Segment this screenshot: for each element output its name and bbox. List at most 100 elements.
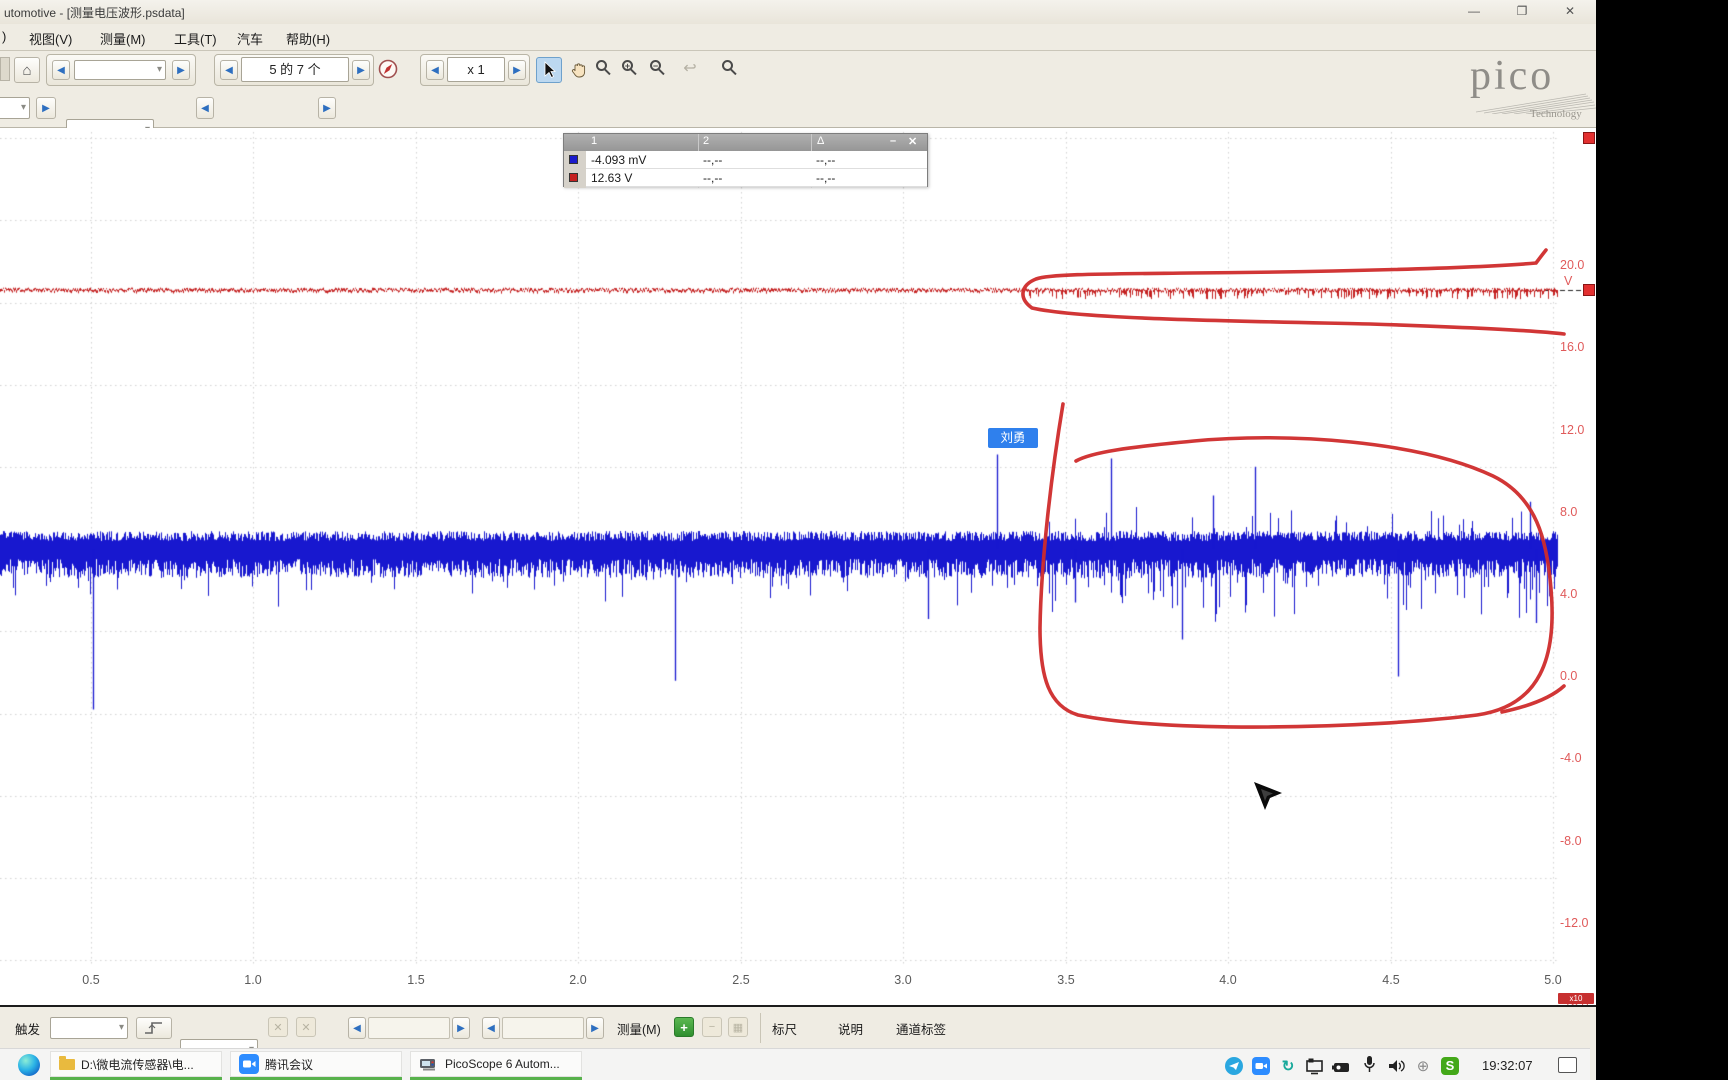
channel-b-axis-handle[interactable] — [1583, 132, 1595, 144]
tray-ime-icon[interactable]: ⊕ — [1416, 1058, 1430, 1075]
menu-item-cut[interactable]: ) — [2, 29, 7, 44]
tray-display-icon[interactable] — [1305, 1057, 1325, 1075]
channel-a-col2-value: --,-- — [703, 153, 723, 167]
y-axis-label: 20.0 — [1560, 258, 1585, 272]
trigger-adv2-button-disabled[interactable]: ✕ — [296, 1017, 316, 1037]
taskbar-clock[interactable]: 19:32:07 — [1482, 1058, 1533, 1073]
channel-a-next-button[interactable]: ▶ — [36, 97, 56, 119]
measurement-header[interactable] — [564, 134, 927, 151]
measurement-col-1: 1 — [591, 135, 598, 147]
undo-zoom-button-disabled[interactable]: ↩ — [678, 57, 702, 81]
tray-projector-icon[interactable] — [1332, 1059, 1352, 1077]
pico-logo-fan-icon — [1476, 93, 1596, 114]
taskbar-active-indicator — [50, 1077, 222, 1080]
home-icon: ⌂ — [22, 61, 32, 79]
trigger-level-field[interactable] — [368, 1017, 450, 1039]
taskbar-item-tencent-meeting[interactable]: 腾讯会议 — [230, 1051, 402, 1077]
y-axis-label: -4.0 — [1560, 751, 1582, 765]
zoom-overview-tool-button[interactable] — [722, 60, 733, 71]
taskbar-item-label: 腾讯会议 — [265, 1057, 314, 1072]
measurement-col-2: 2 — [703, 135, 710, 147]
file-prev-button[interactable]: ◀ — [52, 60, 70, 80]
zoom-in-tool-button[interactable]: + — [622, 60, 633, 71]
tray-messenger-icon[interactable] — [1224, 1057, 1244, 1075]
right-arrow-icon: ▶ — [591, 1022, 599, 1034]
measurement-overlay[interactable]: 1 2 Δ – ✕ -4.093 mV --,-- --,-- 12.63 V … — [563, 133, 928, 188]
trigger-label: 触发 — [15, 1023, 41, 1037]
close-button[interactable]: ✕ — [1564, 4, 1576, 18]
tencent-meeting-icon — [239, 1054, 259, 1074]
menu-item-tools[interactable]: 工具(T) — [174, 32, 217, 47]
channel-b-level-handle[interactable] — [1583, 284, 1595, 296]
measurements-label: 测量(M) — [617, 1023, 661, 1037]
select-tool-button-active[interactable] — [536, 57, 562, 83]
measurement-row: -4.093 mV --,-- --,-- — [586, 151, 927, 169]
y-axis-label: 0.0 — [1560, 669, 1578, 683]
left-arrow-icon: ◀ — [353, 1022, 361, 1034]
x-axis-label: 1.0 — [244, 973, 262, 987]
buffer-index-field[interactable]: 5 的 7 个 — [241, 57, 349, 82]
maximize-button[interactable]: ❐ — [1516, 4, 1528, 18]
channel-b-prev-button[interactable]: ◀ — [196, 97, 214, 119]
x-axis-label: 5.0 — [1544, 973, 1562, 987]
taskbar-item-picoscope[interactable]: PicoScope 6 Autom... — [410, 1051, 582, 1077]
home-button[interactable]: ⌂ — [14, 57, 40, 83]
buffer-next-button[interactable]: ▶ — [352, 60, 370, 80]
menu-item-help[interactable]: 帮助(H) — [286, 32, 331, 47]
channel-b-delta-value: --,-- — [816, 171, 836, 185]
taskbar-item-explorer[interactable]: D:\微电流传感器\电... — [50, 1051, 222, 1077]
menu-item-measure[interactable]: 测量(M) — [100, 32, 146, 47]
trigger-mode-combo[interactable] — [50, 1017, 128, 1039]
zoom-factor-up-button[interactable]: ▶ — [508, 60, 526, 80]
waveform-canvas[interactable] — [0, 128, 1596, 1005]
title-bar: utomotive - [测量电压波形.psdata] — ❐ ✕ — [0, 0, 1596, 24]
file-combo[interactable] — [74, 60, 166, 80]
edit-measurement-button-disabled[interactable]: ▦ — [728, 1017, 748, 1037]
file-next-button[interactable]: ▶ — [172, 60, 190, 80]
remove-measurement-button-disabled[interactable]: − — [702, 1017, 722, 1037]
tray-sogou-icon[interactable]: S — [1440, 1057, 1460, 1075]
hand-tool-button[interactable] — [566, 57, 592, 83]
tray-tencent-meeting-icon[interactable] — [1251, 1057, 1271, 1075]
tray-sync-icon[interactable]: ↻ — [1281, 1058, 1295, 1075]
channel-a-range-combo-cut[interactable] — [0, 97, 30, 119]
trigger-level-down-button[interactable]: ◀ — [348, 1017, 366, 1039]
probe-scale-badge: x10 — [1558, 993, 1594, 1004]
buffer-prev-button[interactable]: ◀ — [220, 60, 238, 80]
trigger-edge-button[interactable] — [136, 1017, 172, 1039]
x-axis-label: 0.5 — [82, 973, 100, 987]
y-axis-unit: V — [1564, 274, 1573, 288]
left-arrow-icon: ◀ — [487, 1022, 495, 1034]
pretrigger-down-button[interactable]: ◀ — [482, 1017, 500, 1039]
trigger-adv-button-disabled[interactable]: ✕ — [268, 1017, 288, 1037]
zoom-box-tool-button[interactable] — [596, 60, 607, 71]
zoom-out-tool-button[interactable]: − — [650, 60, 661, 71]
pen-cursor-icon — [1254, 782, 1282, 810]
speed-compass-button[interactable] — [378, 59, 398, 84]
menu-item-view[interactable]: 视图(V) — [29, 32, 73, 47]
channel-b-next-button[interactable]: ▶ — [318, 97, 336, 119]
notes-label: 说明 — [838, 1023, 864, 1037]
tray-microphone-icon[interactable] — [1359, 1055, 1379, 1073]
plus-icon: + — [680, 1019, 688, 1035]
menu-item-automotive[interactable]: 汽车 — [237, 32, 264, 47]
scope-plot-area[interactable]: 20.0 V 16.0 12.0 8.0 4.0 0.0 -4.0 -8.0 -… — [0, 128, 1596, 1005]
cross-icon: ✕ — [273, 1021, 283, 1034]
window-title: utomotive - [测量电压波形.psdata] — [4, 6, 185, 20]
minimize-button[interactable]: — — [1468, 4, 1480, 18]
right-arrow-icon: ▶ — [357, 64, 365, 76]
taskbar-active-indicator — [410, 1077, 582, 1080]
measurement-close-button[interactable]: ✕ — [908, 136, 918, 148]
zoom-factor-down-button[interactable]: ◀ — [426, 60, 444, 80]
pretrigger-field[interactable] — [502, 1017, 584, 1039]
zoom-factor-field[interactable]: x 1 — [447, 57, 505, 82]
minus-icon: − — [708, 1021, 716, 1033]
plus-glyph: + — [624, 61, 631, 71]
edge-browser-button[interactable] — [18, 1054, 40, 1076]
pretrigger-up-button[interactable]: ▶ — [586, 1017, 604, 1039]
tray-volume-icon[interactable] — [1386, 1057, 1406, 1075]
notification-center-icon[interactable] — [1558, 1057, 1577, 1073]
add-measurement-button[interactable]: + — [674, 1017, 694, 1037]
measurement-minimize-button[interactable]: – — [890, 135, 897, 147]
trigger-level-up-button[interactable]: ▶ — [452, 1017, 470, 1039]
